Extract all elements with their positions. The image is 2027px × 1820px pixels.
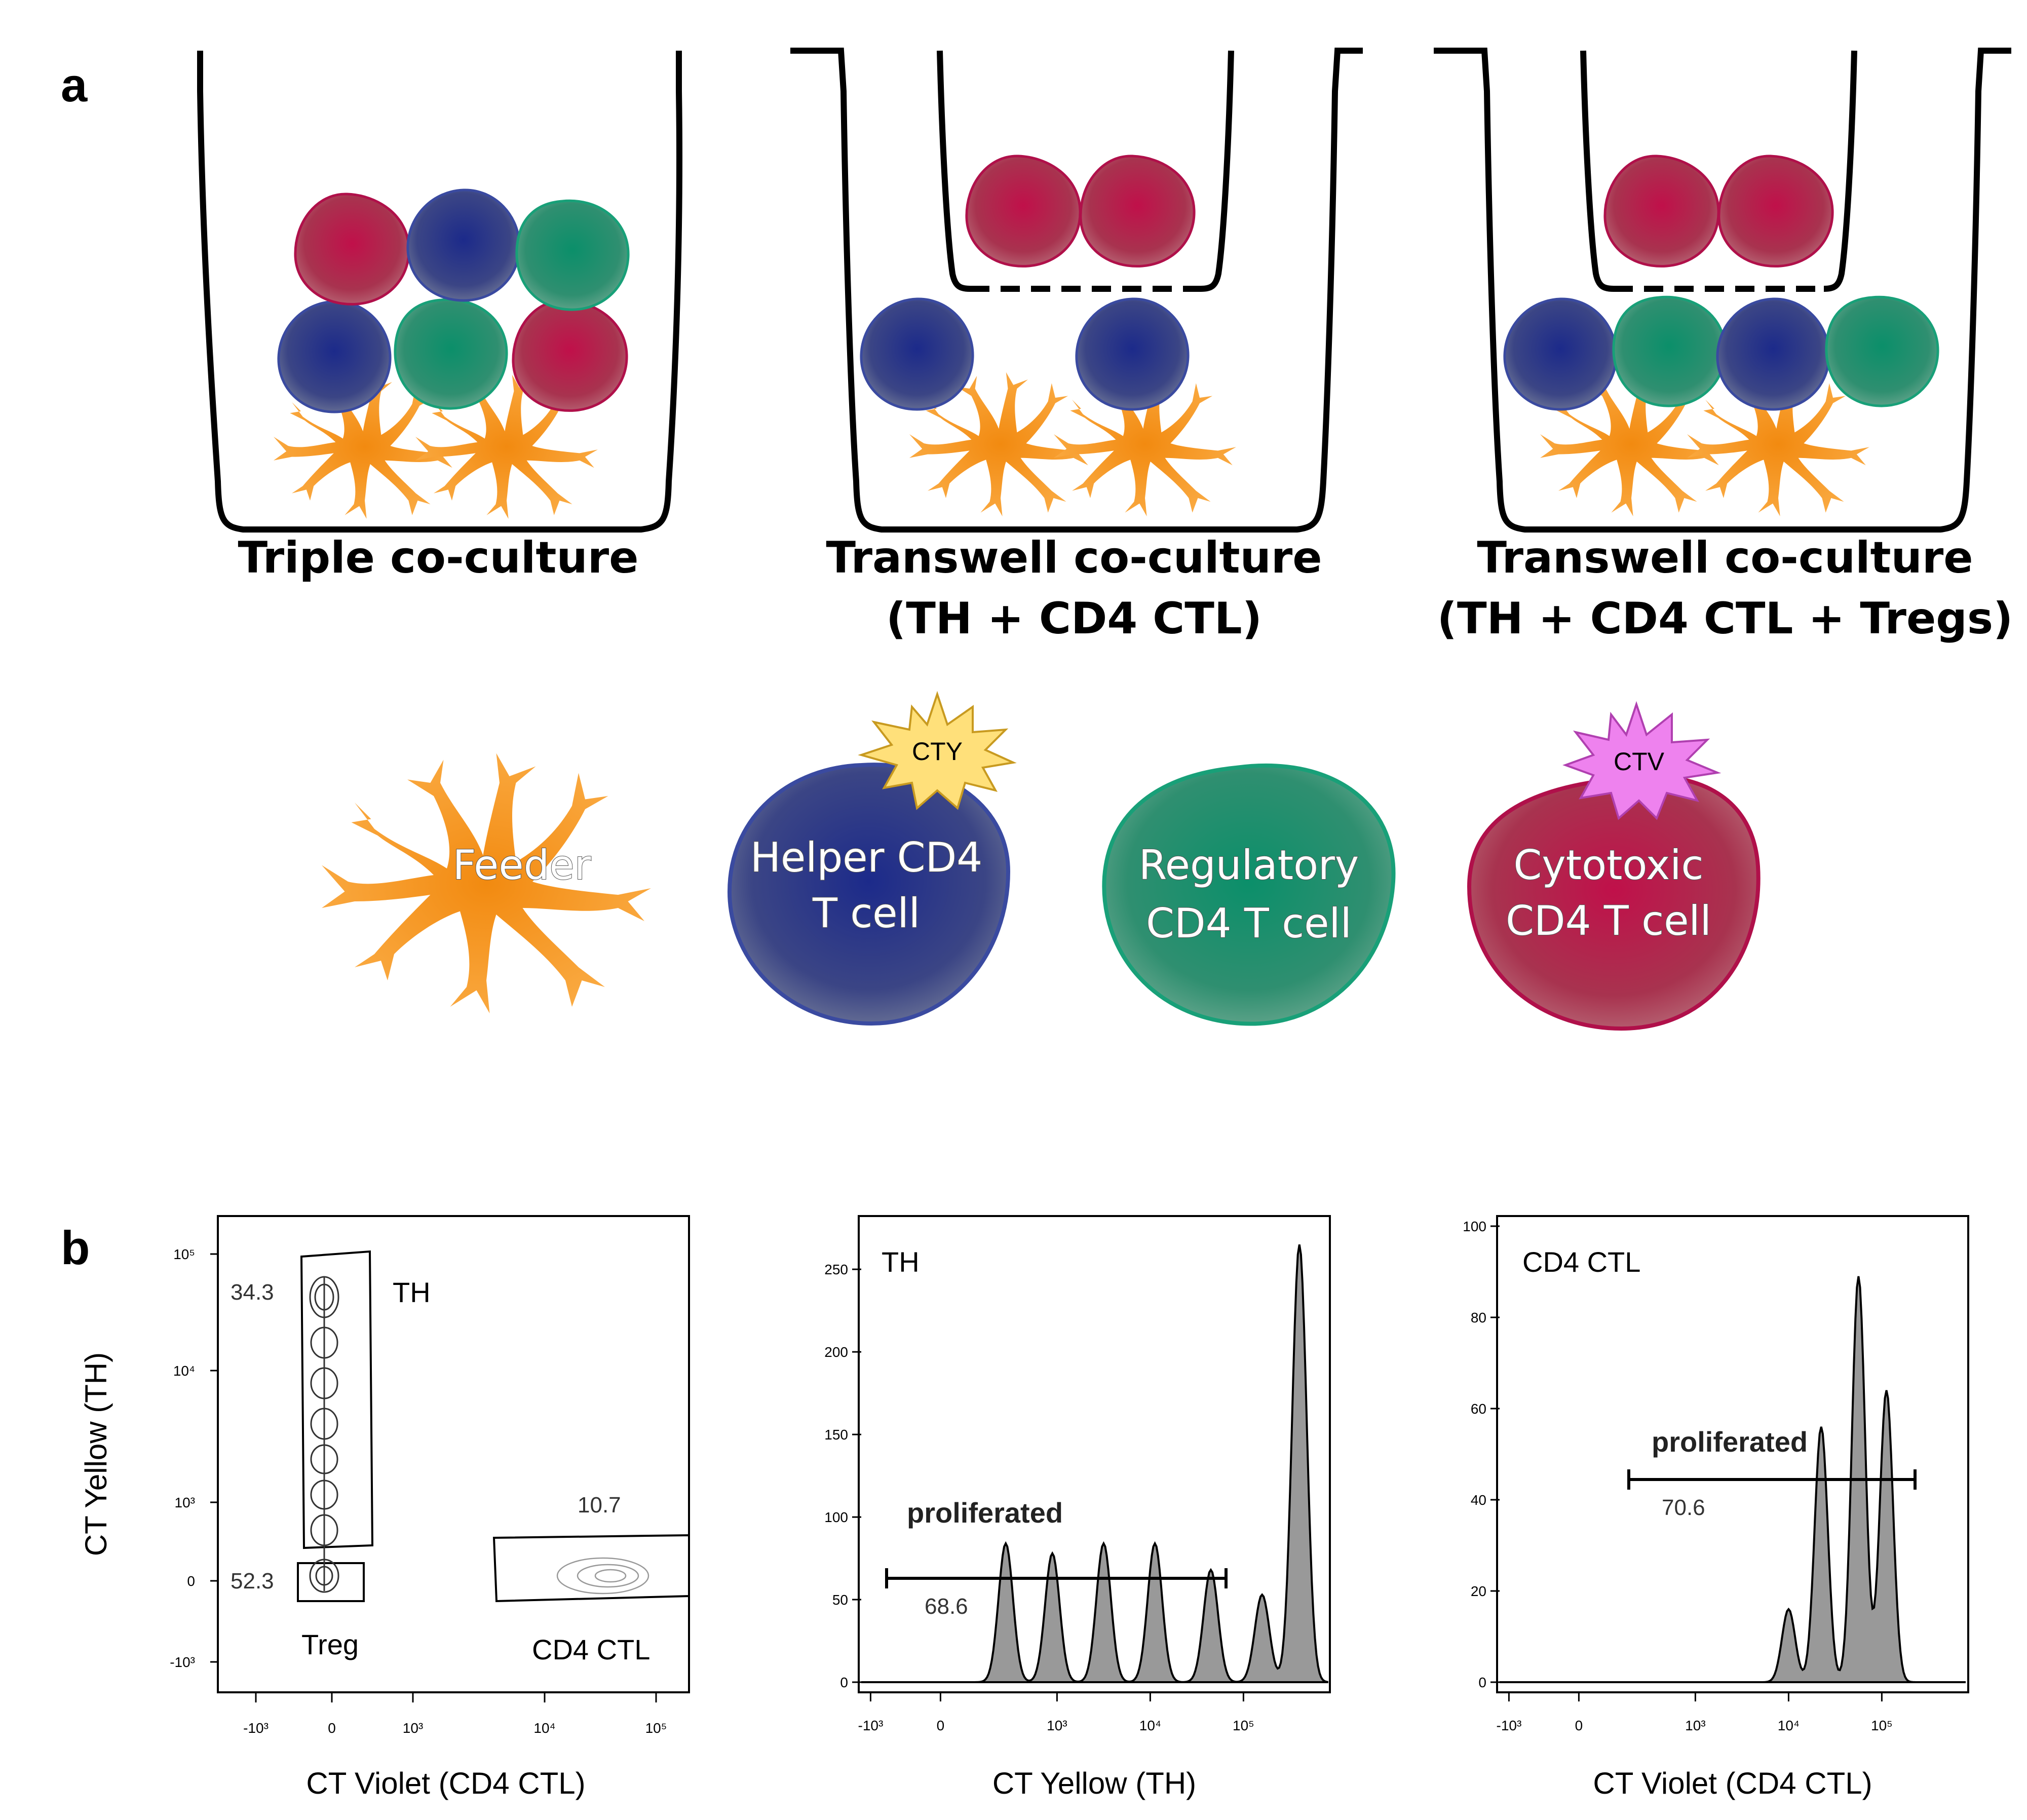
plot1-xtick-4: 10⁴: [533, 1720, 555, 1736]
legend-feeder-label: Feeder: [453, 842, 591, 889]
plot2-xtick-3: 10³: [1047, 1718, 1067, 1733]
th-gate-label: TH: [393, 1276, 431, 1308]
caption-triple: Triple co-culture: [238, 533, 639, 583]
legend-helper-cell: CTY Helper CD4 T cell: [727, 691, 1017, 1026]
contour-th: [309, 1276, 339, 1593]
legend-feeder: Feeder: [322, 753, 651, 1013]
ctl-gate-label: CD4 CTL: [532, 1634, 650, 1665]
legend-helper-line2: T cell: [812, 890, 920, 937]
plot2-ytick-3: 150: [824, 1427, 848, 1443]
plot2-ytick-1: 250: [824, 1262, 848, 1277]
plot2-xtick-1: -10³: [858, 1718, 884, 1733]
contour-ctl: [556, 1557, 649, 1595]
plot2-series-label: TH: [882, 1246, 920, 1278]
legend-cytotoxic-cell: CTV Cytotoxic CD4 T cell: [1467, 701, 1761, 1031]
plot1-xtick-3: 10³: [403, 1720, 423, 1736]
panel-a-letter: a: [61, 58, 88, 111]
plot3-ytick-5: 20: [1471, 1583, 1486, 1599]
ctl-proliferated-percent: 70.6: [1662, 1495, 1705, 1520]
plot3-xtick-2: 0: [1575, 1718, 1583, 1733]
plot2-xtick-2: 0: [937, 1718, 945, 1733]
cty-badge-label: CTY: [912, 737, 963, 766]
plot1-ytick-3: 10³: [175, 1495, 195, 1510]
plot-contour: CT Yellow (TH) CT Violet (CD4 CTL) 10⁵ 1…: [79, 1215, 690, 1800]
legend-regulatory-line2: CD4 T cell: [1146, 900, 1352, 947]
plot1-frame: [217, 1215, 690, 1693]
plot3-series-label: CD4 CTL: [1522, 1246, 1640, 1278]
legend-regulatory-cell: Regulatory CD4 T cell: [1102, 763, 1396, 1026]
plot2-ytick-4: 100: [824, 1509, 848, 1525]
th-proliferated-label: proliferated: [907, 1497, 1063, 1529]
th-gate-percent: 34.3: [231, 1280, 274, 1305]
caption-transwell-2-line1: Transwell co-culture: [1477, 533, 1973, 583]
ctl-gate-percent: 10.7: [578, 1493, 621, 1518]
plot-th-histogram: CT Yellow (TH) TH 250 200 150 100 50 0 -10³ 0 1…: [824, 1215, 1331, 1800]
caption-transwell-2-line2: (TH + CD4 CTL + Tregs): [1437, 593, 2013, 644]
treg-gate-percent: 52.3: [231, 1569, 274, 1594]
caption-transwell-1-line1: Transwell co-culture: [826, 533, 1322, 583]
plot2-xtick-5: 10⁵: [1233, 1718, 1254, 1733]
plot1-ytick-4: 0: [187, 1573, 195, 1589]
well-transwell-2: [1434, 48, 2011, 533]
treg-gate-label: Treg: [301, 1628, 359, 1660]
ctl-histogram-area: [1500, 1276, 1966, 1683]
legend-regulatory-line1: Regulatory: [1139, 842, 1359, 889]
gate-cd4-ctl: [492, 1534, 690, 1603]
legend-cytotoxic-line2: CD4 T cell: [1506, 897, 1711, 944]
th-histogram-area: [861, 1244, 1328, 1683]
panel-b-letter: b: [61, 1221, 90, 1274]
ctv-badge-icon: [1562, 701, 1722, 820]
plot1-xlabel: CT Violet (CD4 CTL): [306, 1766, 585, 1800]
plot3-ytick-2: 80: [1471, 1310, 1486, 1325]
legend-helper-line1: Helper CD4: [750, 834, 982, 881]
plot3-ytick-6: 0: [1478, 1675, 1486, 1690]
plot2-ytick-5: 50: [832, 1592, 848, 1608]
gate-th: [300, 1250, 374, 1549]
plot2-xtick-4: 10⁴: [1139, 1718, 1161, 1733]
plot2-frame: [858, 1215, 1331, 1693]
plot2-xlabel: CT Yellow (TH): [992, 1766, 1196, 1800]
plot3-xtick-5: 10⁵: [1871, 1718, 1893, 1733]
plot1-xtick-5: 10⁵: [645, 1720, 667, 1736]
plot1-ylabel: CT Yellow (TH): [79, 1352, 113, 1556]
plot1-xtick-2: 0: [328, 1720, 336, 1736]
plot-ctl-histogram: CT Violet (CD4 CTL) CD4 CTL 100 80 60 40 20 0…: [1463, 1215, 1969, 1800]
plot3-ytick-3: 60: [1471, 1401, 1486, 1417]
well-transwell-1: [790, 48, 1363, 533]
plot3-ytick-4: 40: [1471, 1492, 1486, 1508]
plot3-xtick-1: -10³: [1497, 1718, 1522, 1733]
well-triple: [197, 51, 682, 533]
plot1-ytick-2: 10⁴: [173, 1363, 195, 1379]
plot3-xlabel: CT Violet (CD4 CTL): [1593, 1766, 1872, 1800]
plot3-xtick-3: 10³: [1685, 1718, 1705, 1733]
plot3-xtick-4: 10⁴: [1778, 1718, 1800, 1733]
plot1-ytick-5: -10³: [170, 1654, 195, 1670]
plot2-ytick-2: 200: [824, 1344, 848, 1360]
th-proliferated-percent: 68.6: [925, 1594, 968, 1619]
plot2-ytick-6: 0: [840, 1675, 848, 1690]
legend-cytotoxic-line1: Cytotoxic: [1514, 842, 1704, 889]
caption-transwell-1-line2: (TH + CD4 CTL): [886, 593, 1262, 644]
plot3-frame: [1496, 1215, 1969, 1693]
ctv-badge-label: CTV: [1614, 747, 1665, 776]
plot1-xtick-1: -10³: [243, 1720, 269, 1736]
ctl-proliferated-label: proliferated: [1652, 1426, 1808, 1458]
plot3-ytick-1: 100: [1463, 1219, 1486, 1234]
gate-treg: [297, 1562, 365, 1602]
cty-badge-icon: [858, 691, 1017, 810]
plot1-ytick-1: 10⁵: [173, 1246, 195, 1262]
